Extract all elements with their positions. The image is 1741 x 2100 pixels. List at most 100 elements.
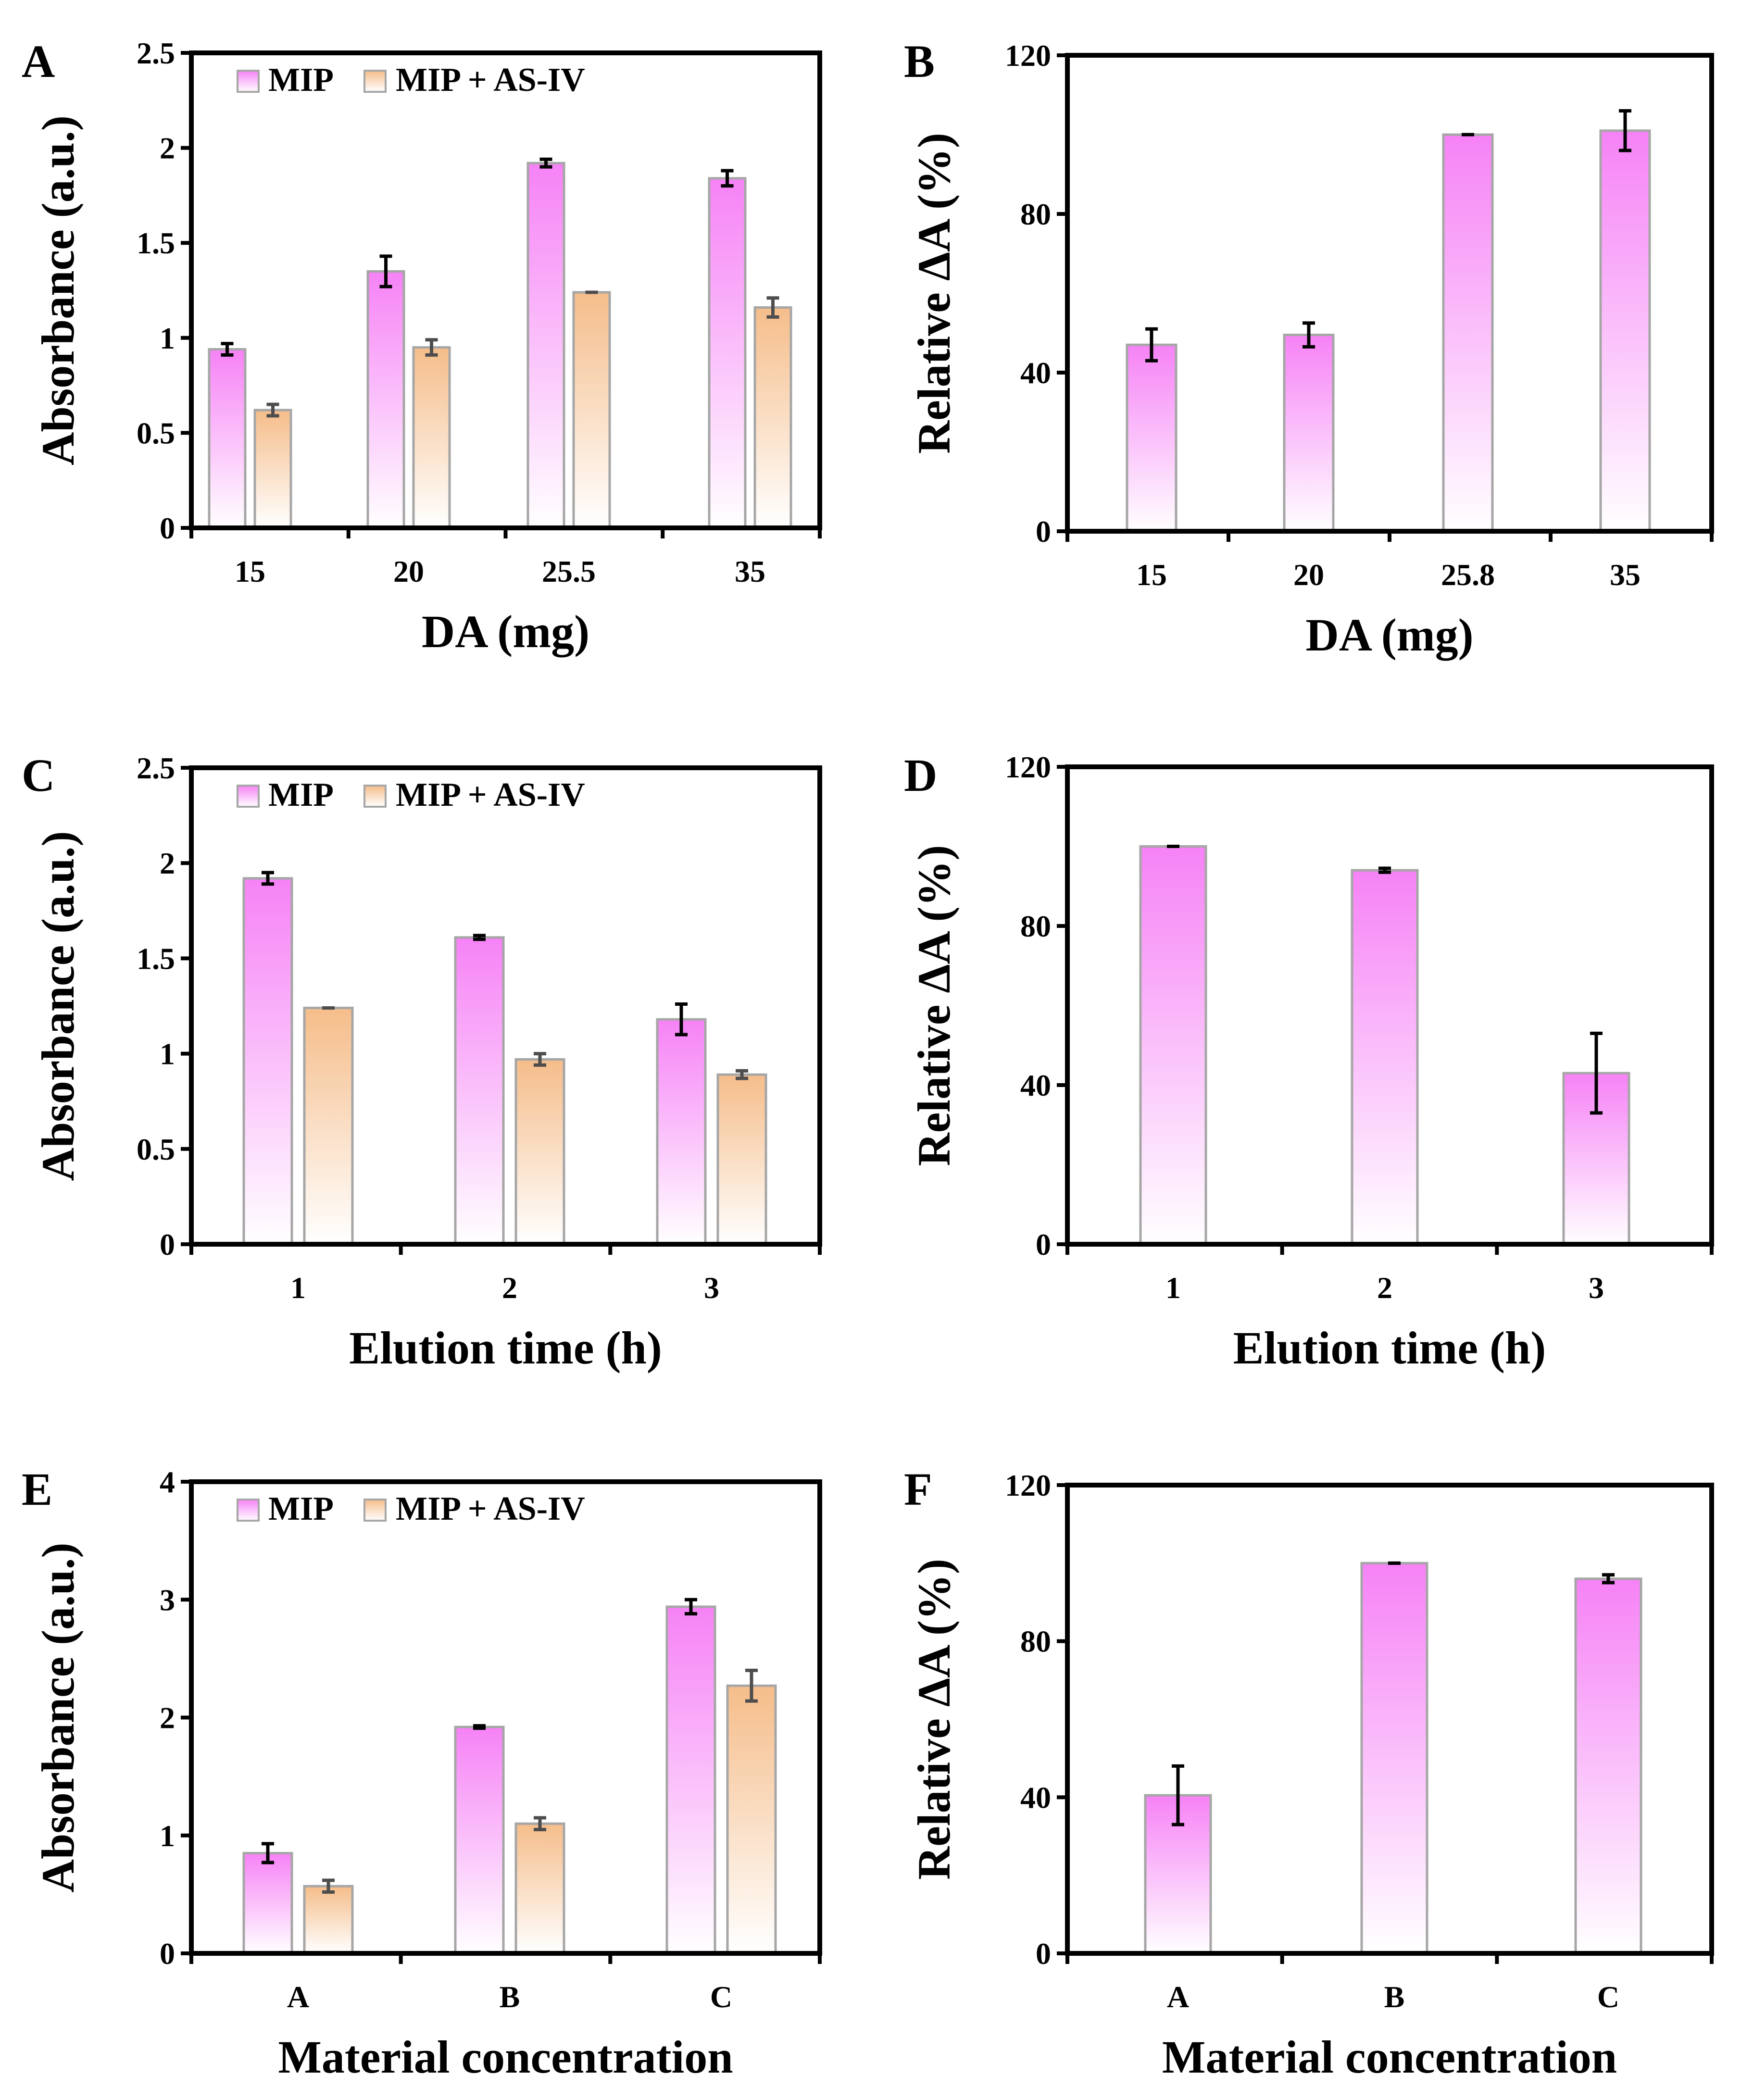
error-bar bbox=[1303, 321, 1315, 349]
error-bar bbox=[766, 296, 779, 319]
chart-panel-e: E 0 1 2 3 4 A B C Material concentration Absorbanc… bbox=[22, 1463, 822, 2083]
relative-bar bbox=[1599, 129, 1651, 533]
mip-asiv-bar bbox=[303, 1885, 354, 1955]
y-tick-label: 2.5 bbox=[137, 751, 175, 785]
chart-panel-a: A 0 0.5 1 1.5 2 2.5 15 20 25.5 35 DA (mg) Absorbance… bbox=[22, 36, 822, 657]
plot-frame bbox=[189, 765, 822, 1247]
x-axis-label: Material concentration bbox=[278, 2031, 733, 2083]
y-tick-label: 0.5 bbox=[137, 1132, 175, 1166]
legend-swatch-mip-asiv bbox=[363, 785, 387, 808]
error-bar bbox=[1602, 1573, 1615, 1585]
mip-bar bbox=[454, 936, 505, 1246]
mip-bar bbox=[665, 1605, 716, 1955]
error-bar bbox=[379, 254, 392, 288]
y-tick-label: 2 bbox=[160, 131, 175, 165]
plot-frame bbox=[1065, 1483, 1714, 1956]
error-bar bbox=[675, 1002, 688, 1037]
mip-bar bbox=[454, 1725, 505, 1955]
x-tick-label: A bbox=[1167, 1980, 1189, 2014]
x-tick-label: 35 bbox=[735, 554, 765, 588]
mip-asiv-bar bbox=[253, 409, 292, 529]
chart-panel-c: C 0 0.5 1 1.5 2 2.5 1 2 3 Elution time (h) Absorban… bbox=[22, 750, 822, 1374]
panel-letter: E bbox=[22, 1463, 52, 1515]
legend: MIP MIP + AS-IV bbox=[237, 62, 585, 99]
x-tick-label: 15 bbox=[1136, 558, 1167, 592]
mip-asiv-bar bbox=[303, 1006, 354, 1246]
chart-panel-f: F 0 40 80 120 A B C Material concentration Relati… bbox=[904, 1463, 1714, 2083]
legend: MIP MIP + AS-IV bbox=[237, 776, 585, 813]
mip-asiv-bar bbox=[753, 306, 792, 529]
y-tick-label: 80 bbox=[1020, 909, 1051, 943]
y-tick-label: 120 bbox=[1005, 1468, 1051, 1502]
error-bar bbox=[221, 342, 234, 357]
mip-bar bbox=[366, 270, 405, 529]
mip-asiv-bar bbox=[514, 1058, 565, 1246]
legend-label: MIP bbox=[268, 62, 334, 99]
error-bar bbox=[736, 1069, 748, 1080]
y-tick-label: 4 bbox=[160, 1465, 175, 1499]
x-tick-label: 25.8 bbox=[1441, 558, 1495, 592]
legend-swatch-mip bbox=[237, 785, 260, 808]
error-bar bbox=[721, 169, 734, 188]
x-tick-label: C bbox=[1597, 1980, 1619, 2014]
x-tick-label: 20 bbox=[393, 554, 424, 588]
y-tick-label: 0 bbox=[160, 1227, 175, 1262]
error-bar bbox=[473, 934, 486, 941]
y-axis-label: Absorbance (a.u.) bbox=[32, 115, 84, 465]
plot-frame bbox=[1065, 764, 1714, 1247]
mip-bar bbox=[242, 877, 293, 1246]
relative-bar bbox=[1442, 133, 1494, 533]
y-tick-label: 0 bbox=[1036, 1937, 1051, 1971]
y-tick-label: 0 bbox=[1036, 1227, 1051, 1262]
x-tick-label: 1 bbox=[1165, 1271, 1181, 1305]
y-tick-label: 1 bbox=[160, 1037, 175, 1071]
chart-panel-d: D 0 40 80 120 1 2 3 Elution time (h) Relative ΔA … bbox=[904, 750, 1714, 1374]
relative-bar bbox=[1360, 1562, 1428, 1955]
legend-swatch-mip bbox=[237, 70, 260, 93]
y-tick-label: 120 bbox=[1005, 38, 1051, 73]
relative-bar bbox=[1139, 845, 1207, 1246]
mip-bar bbox=[242, 1852, 293, 1955]
y-tick-label: 0 bbox=[1036, 514, 1051, 549]
y-tick-label: 1.5 bbox=[137, 941, 175, 975]
legend-label: MIP + AS-IV bbox=[396, 1490, 585, 1527]
y-tick-label: 120 bbox=[1005, 750, 1051, 784]
panel-letter: F bbox=[904, 1463, 932, 1515]
legend-swatch-mip-asiv bbox=[363, 1499, 387, 1522]
mip-asiv-bar bbox=[572, 291, 611, 529]
x-tick-label: B bbox=[500, 1980, 520, 2014]
error-bar bbox=[262, 871, 274, 886]
legend-label: MIP + AS-IV bbox=[396, 62, 585, 99]
error-bar bbox=[745, 1668, 758, 1703]
error-bar bbox=[539, 157, 552, 169]
mip-asiv-bar bbox=[726, 1684, 777, 1955]
y-tick-label: 2 bbox=[160, 1701, 175, 1735]
x-tick-label: 2 bbox=[1377, 1271, 1392, 1305]
y-tick-label: 2.5 bbox=[137, 36, 175, 70]
y-tick-label: 80 bbox=[1020, 197, 1051, 231]
error-bar bbox=[1378, 866, 1391, 874]
y-axis-label: Relative ΔA (%) bbox=[908, 845, 960, 1166]
x-axis-label: Material concentration bbox=[1162, 2031, 1617, 2083]
x-tick-label: C bbox=[710, 1980, 732, 2014]
panel-letter: D bbox=[904, 750, 937, 801]
x-tick-label: 2 bbox=[502, 1271, 517, 1305]
panel-letter: B bbox=[904, 36, 935, 87]
mip-asiv-bar bbox=[716, 1073, 767, 1246]
x-axis-label: DA (mg) bbox=[422, 606, 589, 657]
x-tick-label: 20 bbox=[1293, 558, 1324, 592]
y-tick-label: 40 bbox=[1020, 1780, 1051, 1814]
error-bar bbox=[473, 1724, 486, 1730]
legend-label: MIP + AS-IV bbox=[396, 776, 585, 813]
error-bar bbox=[1590, 1031, 1603, 1115]
x-tick-label: 3 bbox=[704, 1271, 719, 1305]
mip-bar bbox=[208, 348, 247, 529]
chart-panel-b: B 0 40 80 120 15 20 25.8 35 DA (mg) Relative ΔA (%… bbox=[904, 36, 1714, 661]
x-axis-label: Elution time (h) bbox=[349, 1322, 662, 1374]
y-axis-label: Absorbance (a.u.) bbox=[32, 1542, 84, 1892]
x-tick-label: 15 bbox=[235, 554, 265, 588]
relative-bar bbox=[1283, 334, 1335, 533]
y-tick-label: 3 bbox=[160, 1583, 175, 1617]
error-bar bbox=[262, 1842, 274, 1864]
